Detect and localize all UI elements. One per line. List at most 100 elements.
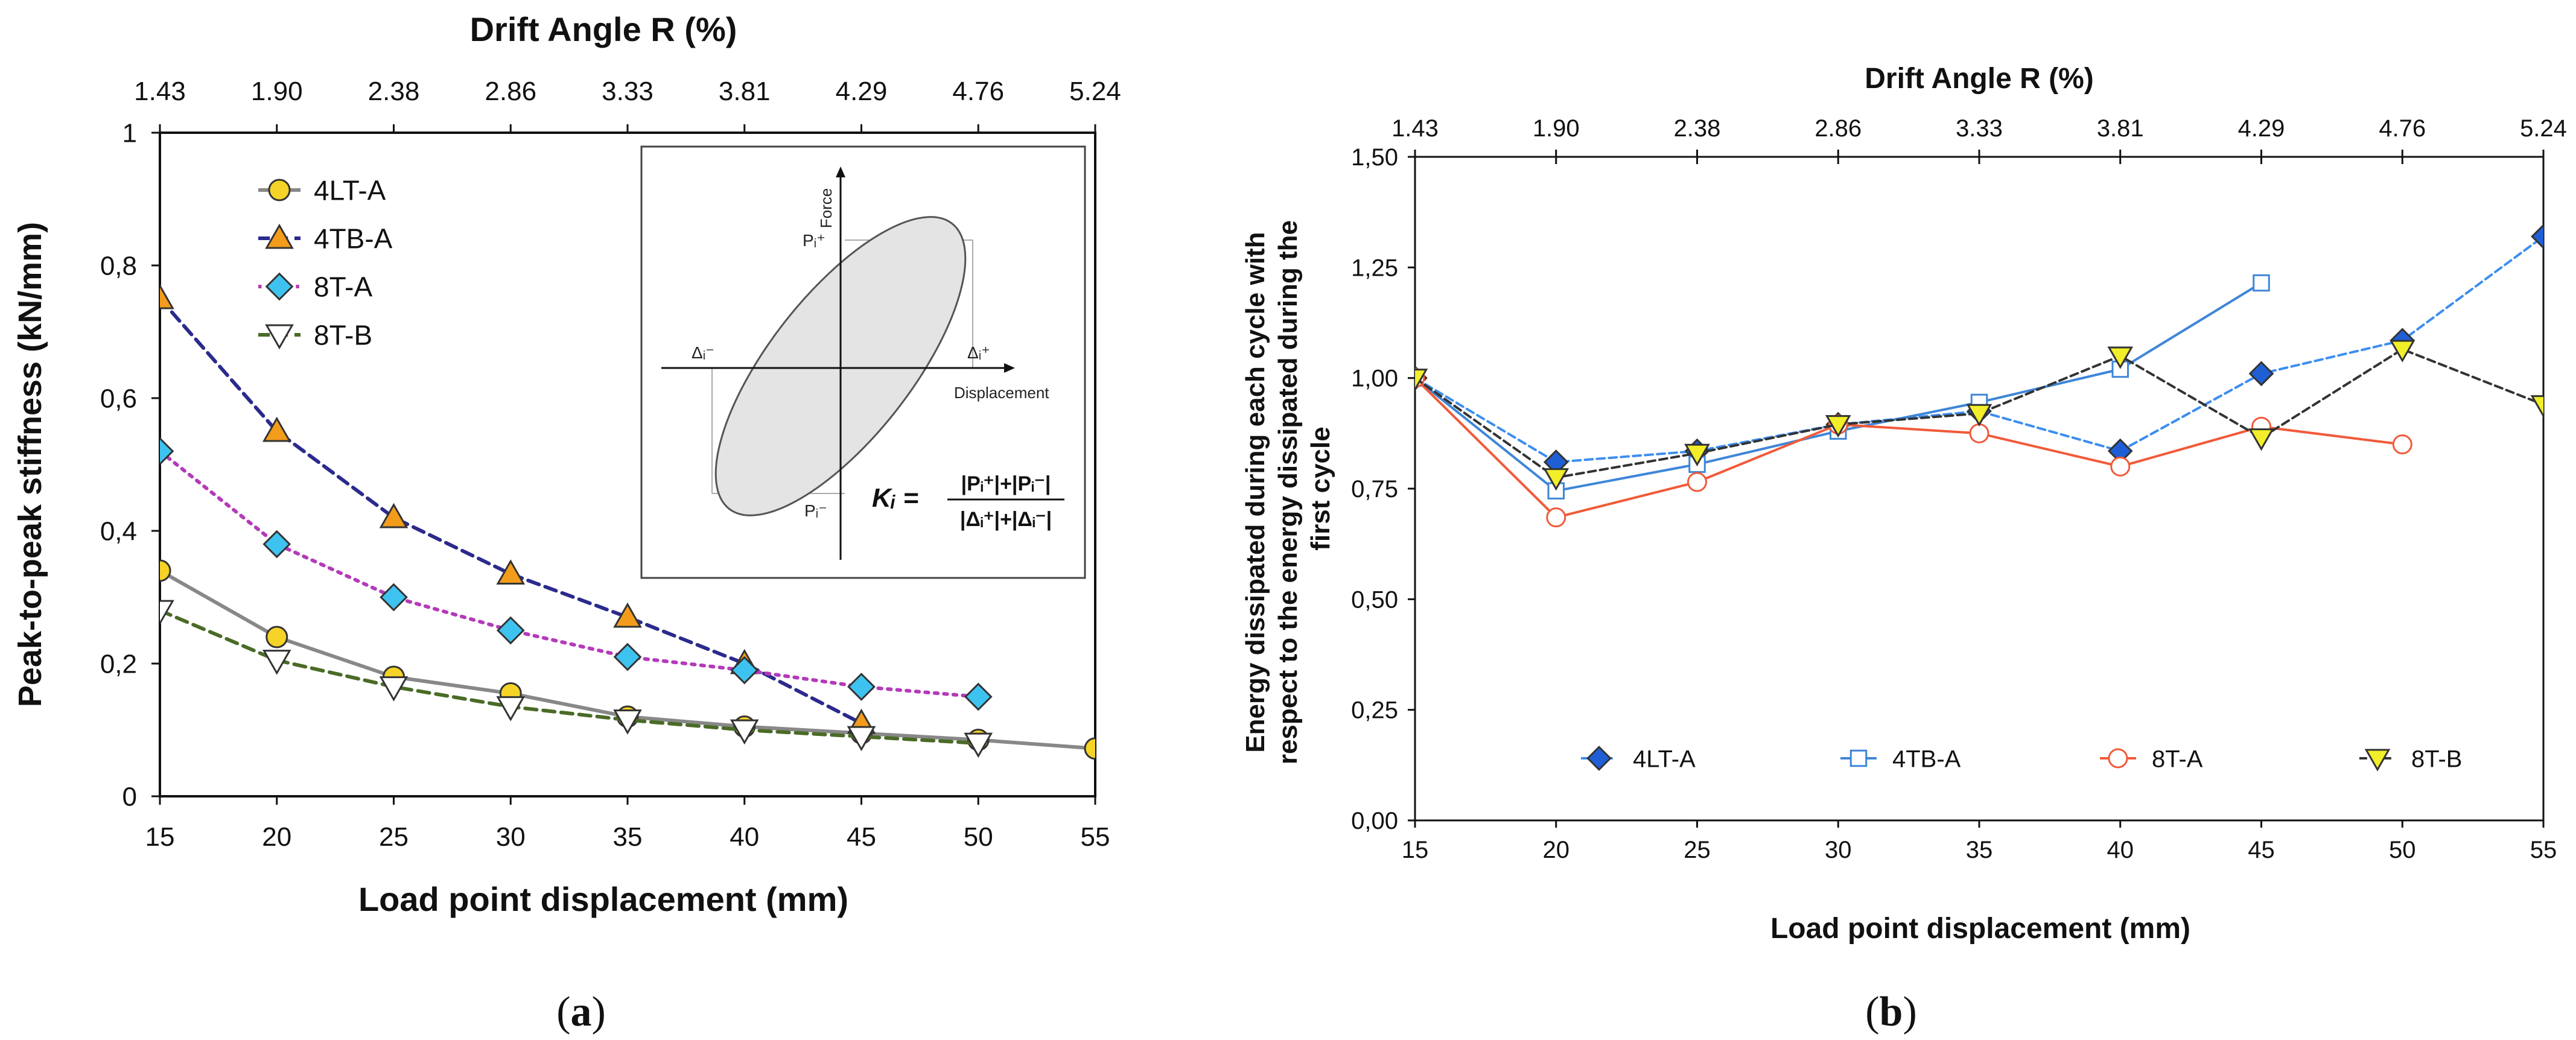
data-point-4tb-a xyxy=(379,503,409,528)
legend-label: 8T-A xyxy=(314,271,372,303)
data-point-8t-b xyxy=(847,726,876,752)
data-point-8t-b xyxy=(730,719,759,745)
legend-label: 4TB-A xyxy=(1892,746,1961,772)
panel-a-y-axis-title: Peak-to-peak stiffness (kN/mm) xyxy=(12,222,48,707)
series-8t-b xyxy=(1415,340,2543,491)
data-point-4lt-a xyxy=(2248,361,2274,387)
legend-marker-4lt-a xyxy=(1586,746,1612,771)
inset-delta-plus-label: Δᵢ⁺ xyxy=(967,343,990,362)
panel-a-legend: 4LT-A 4TB-A 8T-A 8T-B xyxy=(258,175,393,351)
panel-b-y-axis-title-line-1: Energy dissipated during each cycle with xyxy=(1241,232,1270,753)
panel-b-chart: Drift Angle R (%) 1.43 1.90 2.38 2.86 3.33 3.… xyxy=(1241,63,2567,1035)
data-point-4tb-a xyxy=(160,284,174,309)
panel-b-top-ticks: 1.43 1.90 2.38 2.86 3.33 3.81 4.29 4.76 5.24 xyxy=(1391,115,2567,164)
legend-marker-4tb-a xyxy=(1849,749,1868,767)
inset-displacement-label: Displacement xyxy=(954,384,1049,402)
panel-b-top-axis-title: Drift Angle R (%) xyxy=(1865,63,2094,95)
stiffness-formula-lhs: Kᵢ = xyxy=(872,483,918,513)
panel-b-legend: 4LT-A 4TB-A 8T-A 8T-B xyxy=(1581,746,2462,772)
x-tick-label: 30 xyxy=(496,822,526,852)
data-point-8t-b xyxy=(1415,369,1428,392)
legend-item-4lt-a: 4LT-A xyxy=(258,175,386,206)
data-point-4tb-a xyxy=(262,416,291,442)
panel-b-y-axis-title-line-2: respect to the energy dissipated during … xyxy=(1273,220,1303,764)
data-point-8t-a xyxy=(380,583,408,612)
panel-a-top-ticks: 1.43 1.90 2.38 2.86 3.33 3.81 4.29 4.76 5.24 xyxy=(134,77,1121,133)
x-tick-label: 25 xyxy=(1684,837,1711,863)
stiffness-formula-numerator: |Pᵢ⁺|+|Pᵢ⁻| xyxy=(961,472,1051,495)
y-tick-label: 0,00 xyxy=(1351,808,1398,834)
x-tick-label: 30 xyxy=(1825,837,1852,863)
x-tick-label: 55 xyxy=(2530,837,2557,863)
top-tick-label: 1.43 xyxy=(1391,115,1439,142)
data-point-8t-b xyxy=(1543,468,1569,491)
y-tick-label: 0,25 xyxy=(1351,697,1398,724)
panel-b-plot-frame xyxy=(1414,156,2545,822)
x-tick-label: 45 xyxy=(2248,837,2275,863)
series-line-8t-a xyxy=(160,449,981,699)
panel-a-chart: Drift Angle R (%) 1.43 1.90 2.38 2.86 3.33 3.… xyxy=(12,10,1121,1035)
panel-a-caption: (a) xyxy=(556,989,606,1035)
legend-marker-4lt-a xyxy=(268,179,291,201)
series-line-8t-b xyxy=(160,609,981,745)
legend-marker-4tb-a xyxy=(265,223,294,249)
legend-label: 4LT-A xyxy=(314,175,386,206)
top-tick-label: 2.86 xyxy=(1814,115,1862,142)
data-point-8t-a xyxy=(1687,472,1707,492)
data-point-8t-b xyxy=(379,676,409,702)
x-tick-label: 50 xyxy=(2389,837,2416,863)
panel-a-x-axis-title: Load point displacement (mm) xyxy=(358,880,848,918)
top-tick-label: 3.81 xyxy=(719,77,771,106)
legend-item-8t-b: 8T-B xyxy=(2359,746,2462,772)
legend-item-4tb-a: 4TB-A xyxy=(1840,746,1961,772)
series-8t-a xyxy=(160,437,993,711)
data-point-8t-b xyxy=(1966,404,1992,427)
legend-marker-8t-b xyxy=(2364,749,2391,772)
legend-marker-8t-a xyxy=(265,272,294,301)
data-point-8t-b xyxy=(2389,340,2415,363)
data-point-4tb-a xyxy=(496,559,526,585)
y-tick-label: 0,75 xyxy=(1351,476,1398,503)
x-tick-label: 35 xyxy=(613,822,643,852)
top-tick-label: 1.90 xyxy=(251,77,303,106)
legend-marker-8t-a xyxy=(2108,748,2128,769)
panel-b-y-axis-title: Energy dissipated during each cycle with… xyxy=(1241,213,1335,764)
legend-item-8t-a: 8T-A xyxy=(2100,746,2203,772)
x-tick-label: 25 xyxy=(379,822,409,852)
data-point-8t-a xyxy=(730,656,759,685)
x-tick-label: 20 xyxy=(1543,837,1570,863)
inset-p-minus-label: Pᵢ⁻ xyxy=(804,501,827,520)
x-tick-label: 15 xyxy=(145,822,175,852)
x-tick-label: 55 xyxy=(1081,822,1110,852)
data-point-8t-b xyxy=(1684,443,1710,467)
x-tick-label: 20 xyxy=(262,822,291,852)
data-point-8t-a xyxy=(1546,507,1566,528)
panel-b-x-ticks: 15 20 25 30 35 40 45 50 55 xyxy=(1402,820,2557,863)
data-point-4lt-a xyxy=(160,559,171,582)
panel-b-series xyxy=(1415,224,2543,528)
data-point-4lt-a xyxy=(266,626,288,648)
y-tick-label: 1,00 xyxy=(1351,366,1398,392)
y-tick-label: 1 xyxy=(122,118,137,148)
series-line-4tb-a xyxy=(1415,282,2263,492)
legend-label: 8T-B xyxy=(2411,746,2462,772)
legend-item-4tb-a: 4TB-A xyxy=(258,223,393,255)
top-tick-label: 4.76 xyxy=(2379,115,2426,142)
legend-label: 4LT-A xyxy=(1633,746,1696,772)
inset-delta-minus-label: Δᵢ⁻ xyxy=(692,343,714,362)
x-tick-label: 50 xyxy=(964,822,993,852)
legend-label: 8T-A xyxy=(2152,746,2203,772)
data-point-8t-b xyxy=(160,600,174,626)
top-tick-label: 4.76 xyxy=(952,77,1004,106)
y-tick-label: 1,25 xyxy=(1351,255,1398,281)
legend-item-8t-a: 8T-A xyxy=(258,271,372,303)
legend-marker-8t-b xyxy=(265,324,294,350)
data-point-8t-a xyxy=(262,530,291,559)
panel-b-x-axis-title: Load point displacement (mm) xyxy=(1770,913,2190,945)
data-point-4lt-a xyxy=(2531,224,2543,249)
legend-label: 8T-B xyxy=(314,320,372,351)
y-tick-label: 0,6 xyxy=(100,384,137,413)
top-tick-label: 2.86 xyxy=(485,77,536,106)
series-line-8t-a xyxy=(1415,376,2404,519)
inset-force-label: Force xyxy=(817,188,835,228)
